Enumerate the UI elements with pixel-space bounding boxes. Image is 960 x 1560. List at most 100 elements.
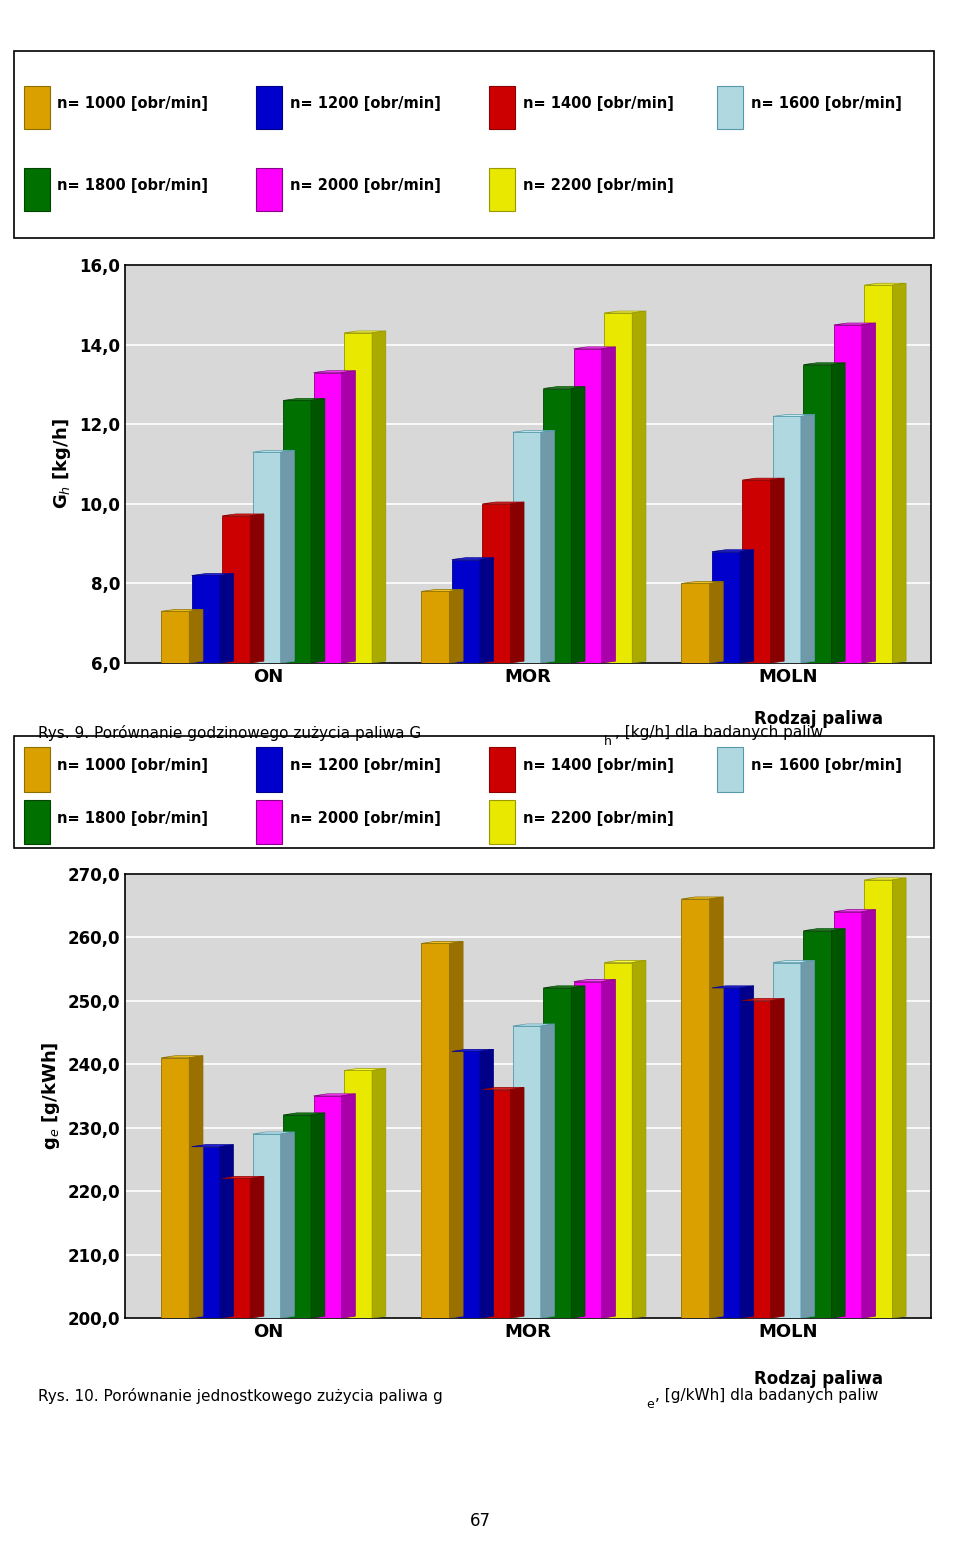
FancyBboxPatch shape [24,168,50,211]
Polygon shape [571,986,585,1318]
Polygon shape [801,415,815,663]
Text: n= 1400 [obr/min]: n= 1400 [obr/min] [522,95,674,111]
Polygon shape [342,371,355,663]
Bar [222,516,251,663]
Polygon shape [342,1094,355,1318]
FancyBboxPatch shape [14,51,934,237]
FancyBboxPatch shape [256,747,282,791]
Text: n= 1600 [obr/min]: n= 1600 [obr/min] [751,95,901,111]
Polygon shape [251,513,264,663]
Bar [452,560,480,663]
Text: n= 2000 [obr/min]: n= 2000 [obr/min] [290,178,441,193]
Polygon shape [251,1176,264,1318]
Polygon shape [344,331,386,332]
Polygon shape [543,387,585,388]
Bar [804,365,831,663]
Bar [192,1147,220,1318]
Bar [452,1051,480,1318]
Bar [543,987,571,1318]
Polygon shape [511,502,524,663]
Polygon shape [893,284,906,663]
Bar [604,963,633,1318]
Polygon shape [449,590,463,663]
Polygon shape [421,590,463,591]
Bar [864,285,893,663]
Y-axis label: G$_h$ [kg/h]: G$_h$ [kg/h] [52,418,73,510]
Text: n= 1400 [obr/min]: n= 1400 [obr/min] [522,758,674,774]
Bar [252,452,280,663]
Bar [421,944,449,1318]
Polygon shape [864,284,906,285]
Text: n= 1600 [obr/min]: n= 1600 [obr/min] [751,758,901,774]
Polygon shape [834,323,876,324]
Polygon shape [804,363,845,365]
Bar [712,987,740,1318]
Text: , [kg/h] dla badanych paliw: , [kg/h] dla badanych paliw [615,725,824,741]
Bar [513,432,540,663]
Y-axis label: g$_e$ [g/kWh]: g$_e$ [g/kWh] [39,1042,61,1150]
FancyBboxPatch shape [24,86,50,129]
Bar [161,1058,189,1318]
Polygon shape [192,574,233,576]
Polygon shape [740,986,754,1318]
Text: n= 1800 [obr/min]: n= 1800 [obr/min] [57,178,208,193]
Text: e: e [646,1398,654,1410]
FancyBboxPatch shape [490,747,516,791]
Bar [314,373,342,663]
Bar [804,931,831,1318]
Polygon shape [574,980,615,981]
Polygon shape [864,878,906,880]
Polygon shape [602,980,615,1318]
Bar [834,324,862,663]
Bar [682,583,709,663]
Polygon shape [513,431,555,432]
Polygon shape [742,479,784,480]
Polygon shape [633,310,646,663]
Bar [513,1026,540,1318]
Polygon shape [511,1087,524,1318]
Text: Rodzaj paliwa: Rodzaj paliwa [755,1370,883,1388]
Bar [482,504,511,663]
FancyBboxPatch shape [717,86,743,129]
Bar [344,332,372,663]
Polygon shape [682,582,723,583]
Polygon shape [372,331,386,663]
Polygon shape [220,1145,233,1318]
Polygon shape [709,897,723,1318]
Polygon shape [604,961,646,963]
Polygon shape [862,323,876,663]
Bar [834,911,862,1318]
Polygon shape [314,371,355,373]
Bar [604,314,633,663]
Text: Rys. 10. Porównanie jednostkowego zużycia paliwa g: Rys. 10. Porównanie jednostkowego zużyci… [38,1388,444,1404]
Text: n= 2200 [obr/min]: n= 2200 [obr/min] [522,178,674,193]
FancyBboxPatch shape [490,168,516,211]
Polygon shape [742,998,784,1000]
Polygon shape [161,610,203,612]
Polygon shape [480,1050,493,1318]
Polygon shape [709,582,723,663]
Polygon shape [372,1069,386,1318]
Bar [283,401,311,663]
Polygon shape [773,961,815,963]
Polygon shape [893,878,906,1318]
Polygon shape [633,961,646,1318]
Polygon shape [604,310,646,314]
FancyBboxPatch shape [490,86,516,129]
FancyBboxPatch shape [24,800,50,844]
Polygon shape [831,363,845,663]
Bar [574,349,602,663]
Bar [283,1115,311,1318]
Polygon shape [421,941,463,944]
Bar [682,899,709,1318]
Bar [742,1000,771,1318]
Polygon shape [314,1094,355,1097]
Text: n= 1000 [obr/min]: n= 1000 [obr/min] [57,758,208,774]
Text: n= 1200 [obr/min]: n= 1200 [obr/min] [290,758,441,774]
Bar [773,963,801,1318]
FancyBboxPatch shape [717,747,743,791]
Polygon shape [280,1133,295,1318]
Polygon shape [189,610,203,663]
Polygon shape [161,1056,203,1058]
Bar [574,981,602,1318]
